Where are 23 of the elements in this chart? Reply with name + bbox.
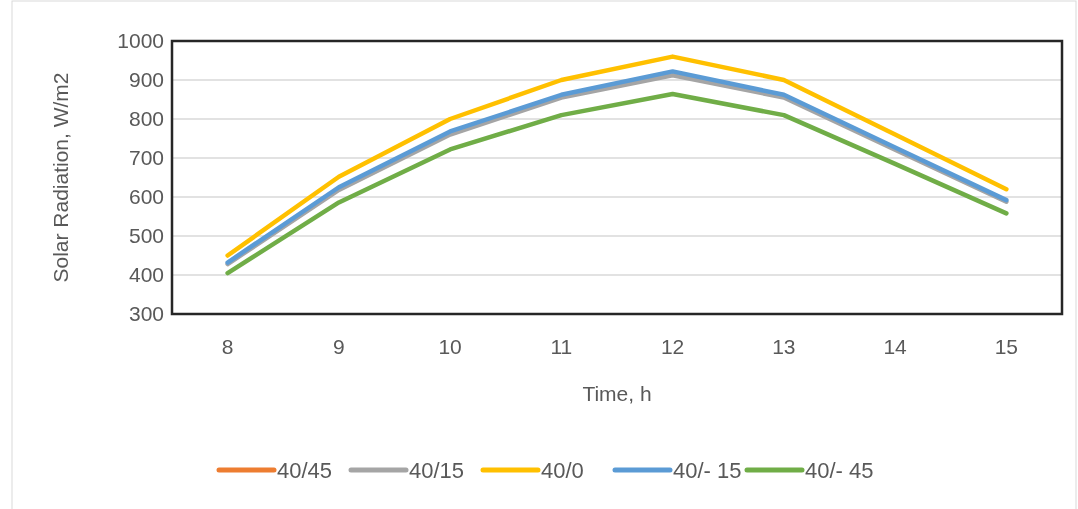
x-tick-label: 10 [438,335,462,358]
legend-label: 40/15 [409,457,465,483]
x-axis-title: Time, h [582,382,652,405]
y-tick-label: 900 [128,68,164,92]
legend-label: 40/0 [541,457,584,483]
y-tick-label: 300 [128,302,164,326]
legend-label: 40/45 [277,457,333,483]
x-tick-label: 15 [994,335,1019,358]
x-tick-label: 9 [333,335,345,358]
x-tick-label: 11 [550,335,573,358]
y-tick-label: 500 [128,224,164,248]
y-tick-label: 800 [128,107,164,131]
y-tick-label: 400 [128,263,164,287]
legend-label: 40/- 15 [673,457,742,483]
x-tick-label: 13 [772,335,796,358]
y-tick-label: 1000 [117,29,164,53]
legend-label: 40/- 45 [805,457,874,483]
x-tick-label: 8 [221,335,234,358]
y-axis-title: Solar Radiation, W/m2 [49,72,72,283]
x-tick-label: 12 [660,335,685,358]
y-tick-label: 600 [128,185,164,209]
x-tick-label: 14 [883,335,908,358]
y-tick-label: 700 [128,146,164,170]
